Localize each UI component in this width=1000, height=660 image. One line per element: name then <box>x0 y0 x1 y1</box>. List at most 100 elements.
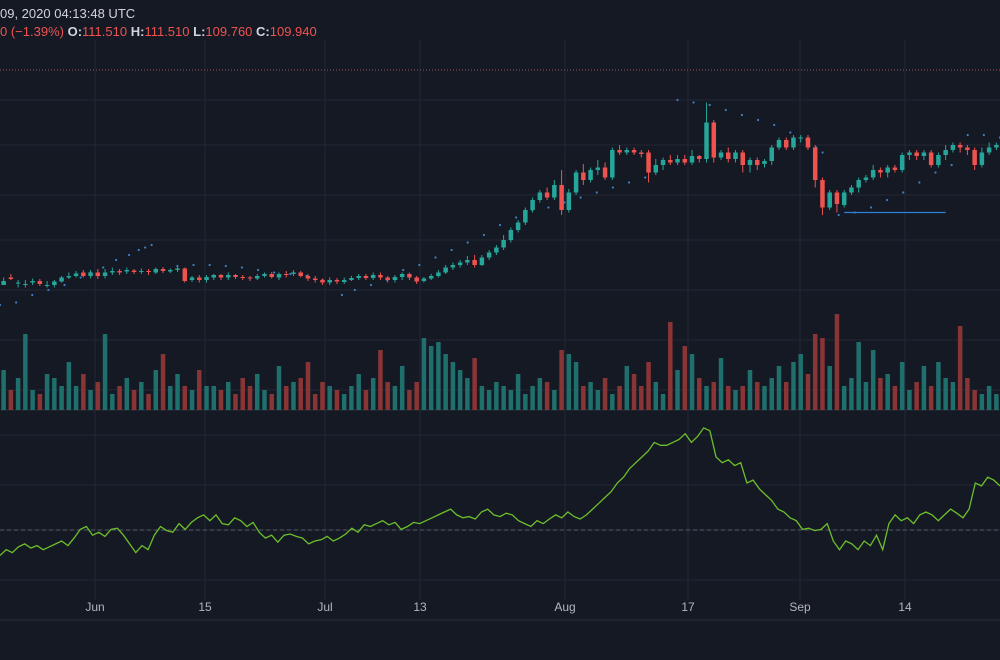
psar-dot <box>418 263 421 267</box>
volume-bar <box>262 390 267 410</box>
psar-dot <box>579 196 582 199</box>
volume-bar <box>370 378 376 410</box>
candle-body <box>515 222 521 230</box>
candle-body <box>660 160 666 165</box>
volume-bar <box>704 386 709 410</box>
psar-dot <box>773 123 776 127</box>
candle-body <box>711 122 717 158</box>
parabolic-sar <box>0 98 1000 307</box>
volume-bar <box>936 362 941 410</box>
psar-dot <box>402 268 405 272</box>
candle-body <box>465 260 470 263</box>
candlestick-series <box>1 102 999 288</box>
volume-bar <box>37 394 43 410</box>
psar-dot <box>47 288 50 292</box>
candle-body <box>428 276 434 279</box>
volume-bar <box>255 374 260 410</box>
candle-body <box>15 282 21 284</box>
candle-body <box>986 147 992 153</box>
volume-bar <box>885 374 890 410</box>
psar-dot <box>450 248 453 252</box>
volume-bar <box>385 382 390 410</box>
psar-dot <box>724 108 727 112</box>
volume-bar <box>515 374 521 410</box>
candle-body <box>588 170 593 180</box>
candle-body <box>298 272 303 276</box>
psar-dot <box>611 186 615 189</box>
candle-body <box>762 161 767 164</box>
candle-body <box>312 278 318 280</box>
volume-bar <box>291 382 296 410</box>
candle-body <box>44 285 50 286</box>
candle-body <box>552 185 557 198</box>
candle-body <box>899 155 905 170</box>
psar-dot <box>821 151 824 154</box>
close-value: 109.940 <box>269 24 317 39</box>
volume-bar <box>675 370 680 410</box>
psar-dot <box>837 213 840 217</box>
volume-bar <box>334 390 340 410</box>
candle-body <box>566 192 572 210</box>
volume-bar <box>421 338 427 410</box>
candle-body <box>457 262 463 265</box>
candle-body <box>841 192 847 205</box>
volume-bar <box>726 386 731 410</box>
volume-bar <box>856 342 861 410</box>
candle-body <box>276 274 282 278</box>
candle-body <box>95 272 101 276</box>
volume-bar <box>218 390 224 410</box>
x-tick-label: 15 <box>198 600 212 614</box>
candle-body <box>769 147 774 161</box>
volume-bar <box>610 394 615 410</box>
psar-dot <box>885 198 889 202</box>
candle-body <box>689 156 695 163</box>
psar-dot <box>150 243 153 247</box>
candle-body <box>197 277 202 280</box>
volume-bar <box>110 394 115 410</box>
candle-body <box>624 150 630 153</box>
volume-bar <box>486 390 492 410</box>
candle-body <box>733 152 738 159</box>
candle-body <box>979 152 985 165</box>
volume-bar <box>175 374 180 410</box>
psar-dot <box>982 133 985 137</box>
volume-bar <box>182 386 188 410</box>
candle-body <box>110 271 115 273</box>
volume-bar <box>233 394 238 410</box>
candle-body <box>559 185 564 210</box>
candle-body <box>783 140 789 148</box>
psar-dot <box>740 113 744 117</box>
candle-body <box>820 180 825 208</box>
volume-bar <box>907 390 912 410</box>
volume-bar <box>305 362 311 410</box>
volume-bar <box>805 374 811 410</box>
candle-body <box>1 281 6 285</box>
candle-body <box>450 265 456 268</box>
candle-body <box>160 269 166 271</box>
ohlc-header-row1: 09, 2020 04:13:48 UTC <box>0 6 135 21</box>
candle-body <box>639 152 644 154</box>
volume-bar <box>457 370 463 410</box>
psar-dot <box>466 241 469 244</box>
candle-body <box>182 268 188 281</box>
ohlc-header-row2: 0 (−1.39%) O:111.510 H:111.510 L:109.760… <box>0 24 317 39</box>
candle-body <box>320 280 325 283</box>
volume-bar <box>762 386 767 410</box>
volume-bar <box>689 354 695 410</box>
candle-body <box>523 210 528 223</box>
candle-body <box>827 192 832 208</box>
x-tick-label: 17 <box>681 600 695 614</box>
psar-dot <box>369 283 373 287</box>
candle-body <box>443 267 448 273</box>
candle-body <box>88 272 93 276</box>
volume-bar <box>834 314 840 410</box>
candle-body <box>928 152 934 165</box>
candle-body <box>950 145 956 150</box>
volume-bar <box>327 386 332 410</box>
close-label: C: <box>256 24 270 39</box>
candle-body <box>936 155 941 165</box>
candle-body <box>856 180 861 188</box>
candle-body <box>421 278 427 281</box>
candle-body <box>59 277 64 282</box>
